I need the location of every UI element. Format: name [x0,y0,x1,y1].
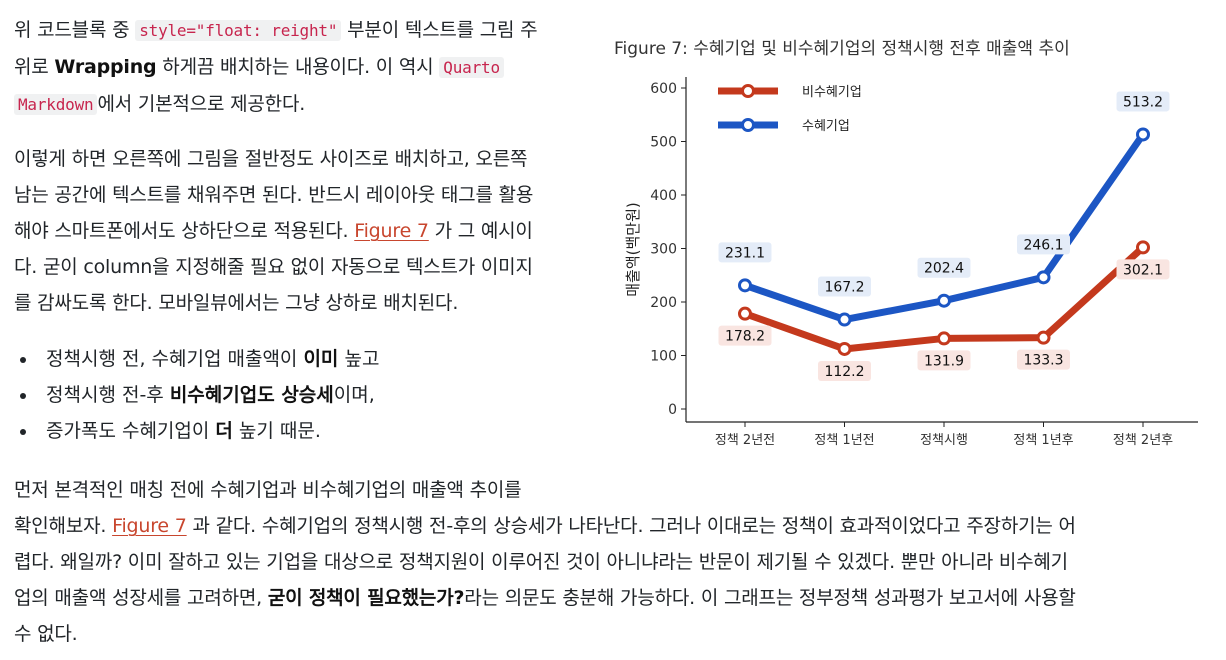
data-label: 302.1 [1123,262,1163,278]
bold-text: 굳이 정책이 필요했는가? [267,587,465,609]
list-item: 정책시행 전, 수혜기업 매출액이 이미 높고 [38,341,379,377]
text: 부분이 텍스트를 그림 주 [341,19,538,41]
text: 정책시행 전, 수혜기업 매출액이 [46,348,304,370]
data-point [738,278,752,293]
data-label: 131.9 [924,353,964,369]
x-tick-label: 정책 2년전 [715,433,775,448]
text-line: 렵다. 왜일까? 이미 잘하고 있는 기업을 대상으로 정책지원이 이루어진 것… [14,551,1068,573]
figure-link[interactable]: Figure 7 [354,220,429,242]
figure-link[interactable]: Figure 7 [112,515,187,537]
data-label: 202.4 [924,261,964,277]
text-line: 먼저 본격적인 매칭 전에 수혜기업과 비수혜기업의 매출액 추이를 [14,479,522,501]
y-tick-label: 200 [650,295,677,311]
text-line: 를 감싸도록 한다. 모바일뷰에서는 그냥 상하로 배치된다. [14,292,459,314]
data-label: 231.1 [725,245,765,261]
y-tick-label: 400 [650,188,677,204]
data-label: 112.2 [824,364,864,380]
series-line [741,130,1147,324]
line-chart: 0 100 200 300 400 500 600 정책 2년전 정책 1년전 정책시행 정책 1년… [624,77,1198,448]
text-line: 업의 매출액 성장세를 고려하면, [14,587,268,609]
text: 높기 때문. [232,420,321,442]
inline-code: style="float: reight" [135,20,342,41]
text: 하게끔 배치하는 내용이다. 이 역시 [156,56,440,78]
text-line: 라는 의문도 충분해 가능하다. 이 그래프는 정부정책 성과평가 보고서에 사… [464,587,1076,609]
text-line: 이렇게 하면 오른쪽에 그림을 절반정도 사이즈로 배치하고, 오른쪽 [14,148,528,170]
data-point [937,293,951,308]
text-line: 수 없다. [14,623,78,645]
list-item: 정책시행 전-후 비수혜기업도 상승세이며, [38,377,379,413]
figure-caption: Figure 7: 수혜기업 및 비수혜기업의 정책시행 전후 매출액 추이 [614,39,1070,59]
text-line: 가 그 예시이 [428,220,533,242]
data-point [937,331,951,346]
data-label: 513.2 [1123,94,1163,110]
x-tick-label: 정책 2년후 [1113,433,1173,448]
inline-code: Quarto [439,57,504,78]
text: 정책시행 전-후 [46,384,170,406]
text: 위 코드블록 중 [14,19,136,41]
data-label-bg [1017,234,1070,255]
paragraph-intro: 위 코드블록 중 style="float: reight" 부분이 텍스트를 … [14,12,538,123]
data-label-bg [718,325,772,346]
bold-text: Wrapping [54,56,157,78]
legend-marker [741,118,755,132]
x-tick-label: 정책 1년전 [814,433,874,448]
data-label-bg [1017,349,1070,370]
data-label: 133.3 [1023,353,1063,369]
paragraph-analysis: 먼저 본격적인 매칭 전에 수혜기업과 비수혜기업의 매출액 추이를 확인해보자… [14,472,1214,652]
data-point [1036,330,1051,345]
data-point [1036,270,1051,285]
data-point [837,341,852,356]
text: 이며, [333,384,375,406]
data-point [1136,127,1150,142]
y-tick-label: 100 [650,349,677,365]
text-line: 남는 공간에 텍스트를 채워주면 된다. 반드시 레이아웃 태그를 활용 [14,184,534,206]
x-tick-label: 정책 1년후 [1013,433,1073,448]
text-line: 다. 굳이 column을 지정해줄 필요 없이 자동으로 텍스트가 이미지 [14,256,533,278]
bold-text: 더 [215,420,233,442]
data-label-bg [917,350,971,371]
text-line: 확인해보자. [14,515,113,537]
data-point [837,312,852,327]
text: 에서 기본적으로 제공한다. [97,93,306,115]
data-label: 167.2 [824,280,864,296]
y-axis-label: 매출액(백만원) [624,202,642,297]
x-tick-label: 정책시행 [920,432,968,448]
legend-marker [741,84,755,98]
data-label-bg [1116,259,1170,280]
y-tick-label: 500 [650,135,677,151]
text-line: 해야 스마트폰에서도 상하단으로 적용된다. [14,220,355,242]
legend-label: 수혜기업 [802,119,850,134]
data-label-bg [1116,91,1170,112]
data-point [738,306,752,321]
text: 증가폭도 수혜기업이 [46,420,216,442]
text: 높고 [338,348,380,370]
data-point [1136,240,1150,255]
y-tick-label: 300 [650,242,677,258]
bold-text: 이미 [303,348,339,370]
inline-code: Markdown [14,94,98,115]
legend-label: 비수혜기업 [802,85,862,100]
data-label-bg [718,242,772,263]
bold-text: 비수혜기업도 상승세 [169,384,334,406]
bullet-list: 정책시행 전, 수혜기업 매출액이 이미 높고 정책시행 전-후 비수혜기업도 … [14,341,379,449]
data-label-bg [818,360,871,381]
paragraph-layout: 이렇게 하면 오른쪽에 그림을 절반정도 사이즈로 배치하고, 오른쪽 남는 공… [14,141,533,321]
data-label-bg [818,276,871,297]
text-line: 과 같다. 수혜기업의 정책시행 전-후의 상승세가 나타난다. 그러나 이대로… [186,515,1076,537]
figure-7: Figure 7: 수혜기업 및 비수혜기업의 정책시행 전후 매출액 추이 0… [612,30,1212,460]
data-label: 246.1 [1023,237,1063,253]
y-tick-label: 600 [650,81,677,97]
text: 위로 [14,56,55,78]
data-label: 178.2 [725,329,765,345]
data-label-bg [917,257,971,278]
y-tick-label: 0 [668,402,677,418]
list-item: 증가폭도 수혜기업이 더 높기 때문. [38,413,379,449]
